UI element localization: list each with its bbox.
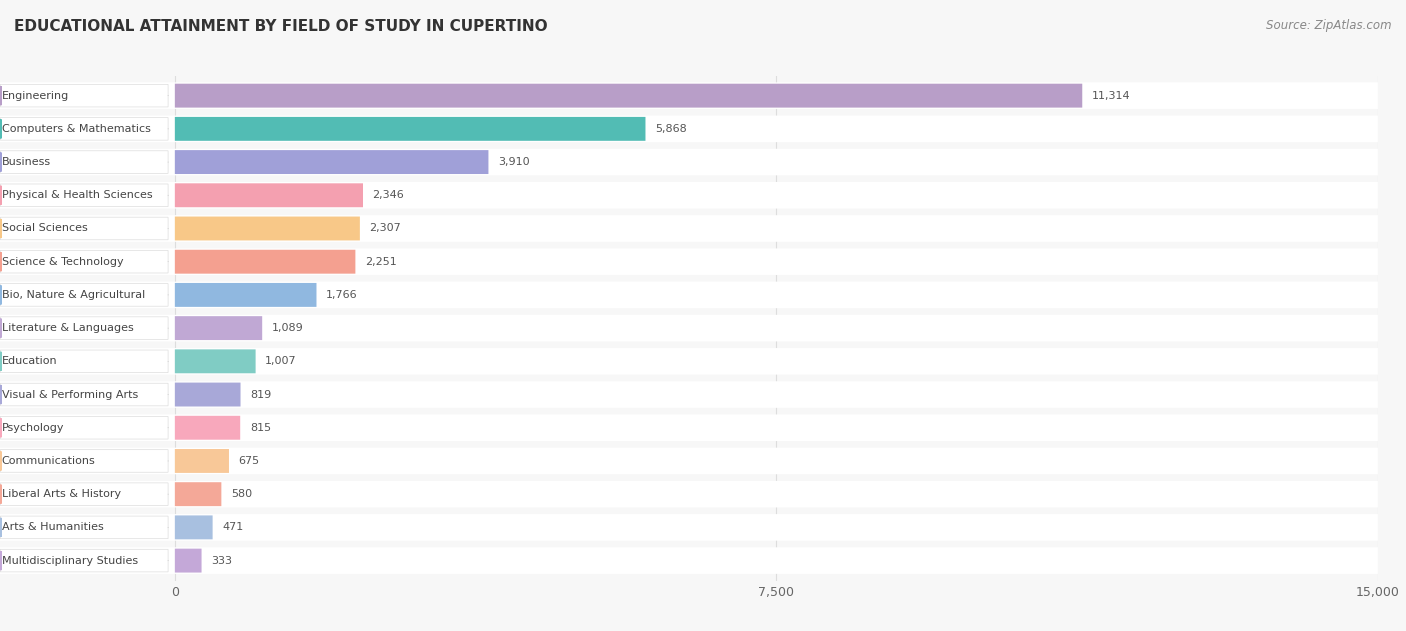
FancyBboxPatch shape bbox=[174, 250, 356, 274]
Text: 2,346: 2,346 bbox=[373, 191, 405, 200]
FancyBboxPatch shape bbox=[174, 150, 488, 174]
Text: 819: 819 bbox=[250, 389, 271, 399]
FancyBboxPatch shape bbox=[0, 281, 1378, 308]
FancyBboxPatch shape bbox=[174, 316, 262, 340]
FancyBboxPatch shape bbox=[0, 217, 169, 240]
FancyBboxPatch shape bbox=[174, 449, 229, 473]
Text: Literature & Languages: Literature & Languages bbox=[1, 323, 134, 333]
FancyBboxPatch shape bbox=[174, 382, 240, 406]
Text: Social Sciences: Social Sciences bbox=[1, 223, 87, 233]
FancyBboxPatch shape bbox=[0, 547, 1378, 574]
FancyBboxPatch shape bbox=[0, 83, 1378, 109]
FancyBboxPatch shape bbox=[0, 149, 1378, 175]
FancyBboxPatch shape bbox=[0, 317, 169, 339]
Text: 333: 333 bbox=[211, 555, 232, 565]
Text: Psychology: Psychology bbox=[1, 423, 65, 433]
Text: 2,251: 2,251 bbox=[366, 257, 396, 267]
Text: 3,910: 3,910 bbox=[498, 157, 530, 167]
Text: Physical & Health Sciences: Physical & Health Sciences bbox=[1, 191, 152, 200]
Text: Bio, Nature & Agricultural: Bio, Nature & Agricultural bbox=[1, 290, 145, 300]
Text: Multidisciplinary Studies: Multidisciplinary Studies bbox=[1, 555, 138, 565]
FancyBboxPatch shape bbox=[0, 115, 1378, 142]
Text: Science & Technology: Science & Technology bbox=[1, 257, 124, 267]
Text: Education: Education bbox=[1, 357, 58, 367]
Text: Communications: Communications bbox=[1, 456, 96, 466]
FancyBboxPatch shape bbox=[174, 516, 212, 540]
FancyBboxPatch shape bbox=[174, 416, 240, 440]
Text: Computers & Mathematics: Computers & Mathematics bbox=[1, 124, 150, 134]
FancyBboxPatch shape bbox=[0, 381, 1378, 408]
Text: 580: 580 bbox=[231, 489, 252, 499]
Text: Arts & Humanities: Arts & Humanities bbox=[1, 522, 104, 533]
Text: EDUCATIONAL ATTAINMENT BY FIELD OF STUDY IN CUPERTINO: EDUCATIONAL ATTAINMENT BY FIELD OF STUDY… bbox=[14, 19, 548, 34]
Text: 1,766: 1,766 bbox=[326, 290, 357, 300]
FancyBboxPatch shape bbox=[174, 482, 221, 506]
FancyBboxPatch shape bbox=[0, 184, 169, 206]
FancyBboxPatch shape bbox=[0, 249, 1378, 275]
FancyBboxPatch shape bbox=[0, 415, 1378, 441]
Text: 675: 675 bbox=[239, 456, 260, 466]
FancyBboxPatch shape bbox=[0, 348, 1378, 375]
Text: 5,868: 5,868 bbox=[655, 124, 688, 134]
FancyBboxPatch shape bbox=[174, 84, 1083, 108]
Text: 1,007: 1,007 bbox=[266, 357, 297, 367]
FancyBboxPatch shape bbox=[0, 251, 169, 273]
FancyBboxPatch shape bbox=[174, 117, 645, 141]
FancyBboxPatch shape bbox=[0, 416, 169, 439]
FancyBboxPatch shape bbox=[174, 283, 316, 307]
FancyBboxPatch shape bbox=[0, 85, 169, 107]
Text: 2,307: 2,307 bbox=[370, 223, 401, 233]
FancyBboxPatch shape bbox=[0, 550, 169, 572]
Text: Visual & Performing Arts: Visual & Performing Arts bbox=[1, 389, 138, 399]
Text: Engineering: Engineering bbox=[1, 91, 69, 101]
FancyBboxPatch shape bbox=[0, 182, 1378, 209]
Text: Business: Business bbox=[1, 157, 51, 167]
Text: Source: ZipAtlas.com: Source: ZipAtlas.com bbox=[1267, 19, 1392, 32]
FancyBboxPatch shape bbox=[0, 481, 1378, 507]
FancyBboxPatch shape bbox=[174, 548, 201, 572]
FancyBboxPatch shape bbox=[0, 514, 1378, 541]
Text: 471: 471 bbox=[222, 522, 243, 533]
FancyBboxPatch shape bbox=[174, 350, 256, 374]
FancyBboxPatch shape bbox=[0, 151, 169, 174]
Text: 815: 815 bbox=[250, 423, 271, 433]
FancyBboxPatch shape bbox=[0, 315, 1378, 341]
Text: 1,089: 1,089 bbox=[271, 323, 304, 333]
FancyBboxPatch shape bbox=[0, 450, 169, 472]
FancyBboxPatch shape bbox=[0, 447, 1378, 475]
FancyBboxPatch shape bbox=[0, 516, 169, 539]
FancyBboxPatch shape bbox=[0, 483, 169, 505]
FancyBboxPatch shape bbox=[0, 215, 1378, 242]
FancyBboxPatch shape bbox=[174, 184, 363, 207]
FancyBboxPatch shape bbox=[0, 283, 169, 306]
Text: Liberal Arts & History: Liberal Arts & History bbox=[1, 489, 121, 499]
FancyBboxPatch shape bbox=[0, 117, 169, 140]
FancyBboxPatch shape bbox=[0, 350, 169, 373]
FancyBboxPatch shape bbox=[0, 383, 169, 406]
FancyBboxPatch shape bbox=[174, 216, 360, 240]
Text: 11,314: 11,314 bbox=[1092, 91, 1130, 101]
